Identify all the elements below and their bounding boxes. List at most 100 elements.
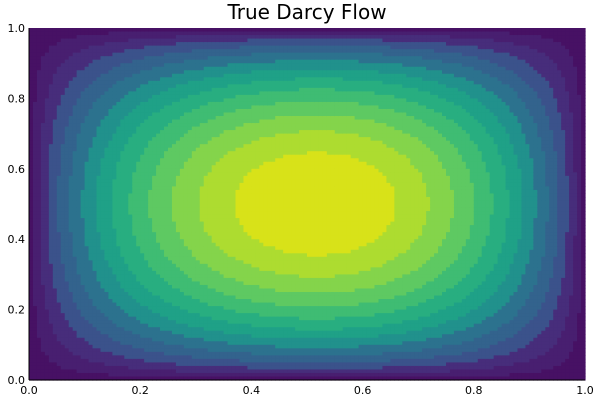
contour-cell (72, 341, 78, 346)
contour-cell (48, 133, 54, 138)
contour-cell (128, 263, 133, 268)
contour-cell (168, 267, 173, 272)
contour-cell (88, 235, 94, 240)
contour-cell (116, 284, 121, 290)
contour-cell (195, 186, 201, 191)
contour-cell (152, 130, 157, 135)
contour-cell (179, 73, 185, 78)
contour-cell (171, 144, 177, 149)
contour-cell (112, 256, 117, 261)
contour-cell (60, 147, 66, 152)
contour-cell (44, 299, 50, 304)
contour-cell (203, 140, 209, 145)
contour-cell (179, 355, 185, 360)
contour-cell (88, 49, 94, 54)
contour-cell (187, 218, 193, 223)
contour-cell (219, 130, 225, 135)
contour-cell (160, 91, 165, 96)
contour-cell (171, 59, 177, 64)
contour-cell (112, 355, 117, 360)
contour-cell (116, 334, 121, 339)
contour-cell (44, 56, 50, 61)
contour-cell (140, 179, 145, 184)
contour-cell (183, 295, 189, 300)
contour-cell (64, 270, 70, 275)
contour-cell (29, 87, 34, 92)
contour-cell (199, 168, 205, 173)
contour-cell (84, 35, 90, 40)
contour-cell (84, 116, 90, 121)
contour-cell (136, 28, 141, 33)
contour-cell (175, 165, 181, 170)
contour-cell (120, 355, 125, 360)
contour-cell (136, 101, 141, 107)
contour-cell (108, 306, 113, 311)
contour-cell (211, 151, 217, 156)
contour-cell (179, 91, 185, 96)
contour-cell (187, 256, 193, 261)
contour-cell (29, 214, 34, 219)
contour-cell (52, 316, 58, 321)
contour-cell (144, 140, 149, 145)
contour-cell (76, 256, 82, 261)
contour-cell (32, 284, 38, 290)
contour-cell (29, 281, 34, 286)
contour-cell (128, 316, 133, 321)
contour-cell (132, 263, 137, 268)
contour-cell (68, 270, 74, 275)
contour-cell (104, 270, 110, 275)
contour-cell (199, 306, 205, 311)
contour-cell (160, 239, 165, 244)
contour-cell (124, 320, 129, 325)
contour-cell (104, 263, 110, 268)
contour-cell (144, 302, 149, 307)
contour-cell (60, 204, 66, 209)
contour-cell (92, 253, 98, 258)
contour-cell (72, 330, 78, 335)
contour-cell (152, 351, 157, 356)
contour-cell (132, 119, 137, 124)
contour-cell (40, 189, 46, 195)
contour-cell (211, 193, 217, 198)
contour-cell (104, 246, 110, 251)
contour-cell (112, 179, 117, 184)
contour-cell (211, 200, 217, 205)
contour-cell (88, 214, 94, 219)
contour-cell (164, 316, 169, 321)
contour-cell (124, 42, 129, 47)
contour-cell (52, 306, 58, 311)
contour-cell (44, 161, 50, 166)
contour-cell (32, 84, 38, 89)
contour-cell (52, 253, 58, 258)
contour-cell (191, 348, 197, 353)
contour-cell (60, 112, 66, 117)
contour-cell (215, 228, 221, 233)
contour-cell (40, 239, 46, 244)
contour-cell (136, 161, 141, 166)
contour-cell (36, 101, 42, 107)
contour-cell (48, 313, 54, 318)
contour-cell (80, 49, 86, 54)
contour-cell (223, 63, 229, 68)
contour-cell (96, 70, 102, 75)
contour-cell (112, 193, 117, 198)
contour-cell (116, 221, 121, 226)
contour-cell (76, 365, 82, 371)
contour-cell (112, 284, 117, 290)
contour-cell (128, 56, 133, 61)
contour-cell (80, 260, 86, 265)
contour-cell (179, 193, 185, 198)
contour-cell (156, 221, 161, 226)
contour-cell (195, 42, 201, 47)
contour-cell (183, 137, 189, 142)
contour-cell (136, 351, 141, 356)
contour-cell (148, 344, 153, 349)
contour-cell (29, 204, 34, 209)
contour-cell (72, 242, 78, 247)
contour-cell (199, 313, 205, 318)
contour-cell (179, 302, 185, 307)
contour-cell (64, 165, 70, 170)
contour-cell (215, 263, 221, 268)
contour-cell (29, 80, 34, 85)
contour-cell (223, 151, 229, 156)
